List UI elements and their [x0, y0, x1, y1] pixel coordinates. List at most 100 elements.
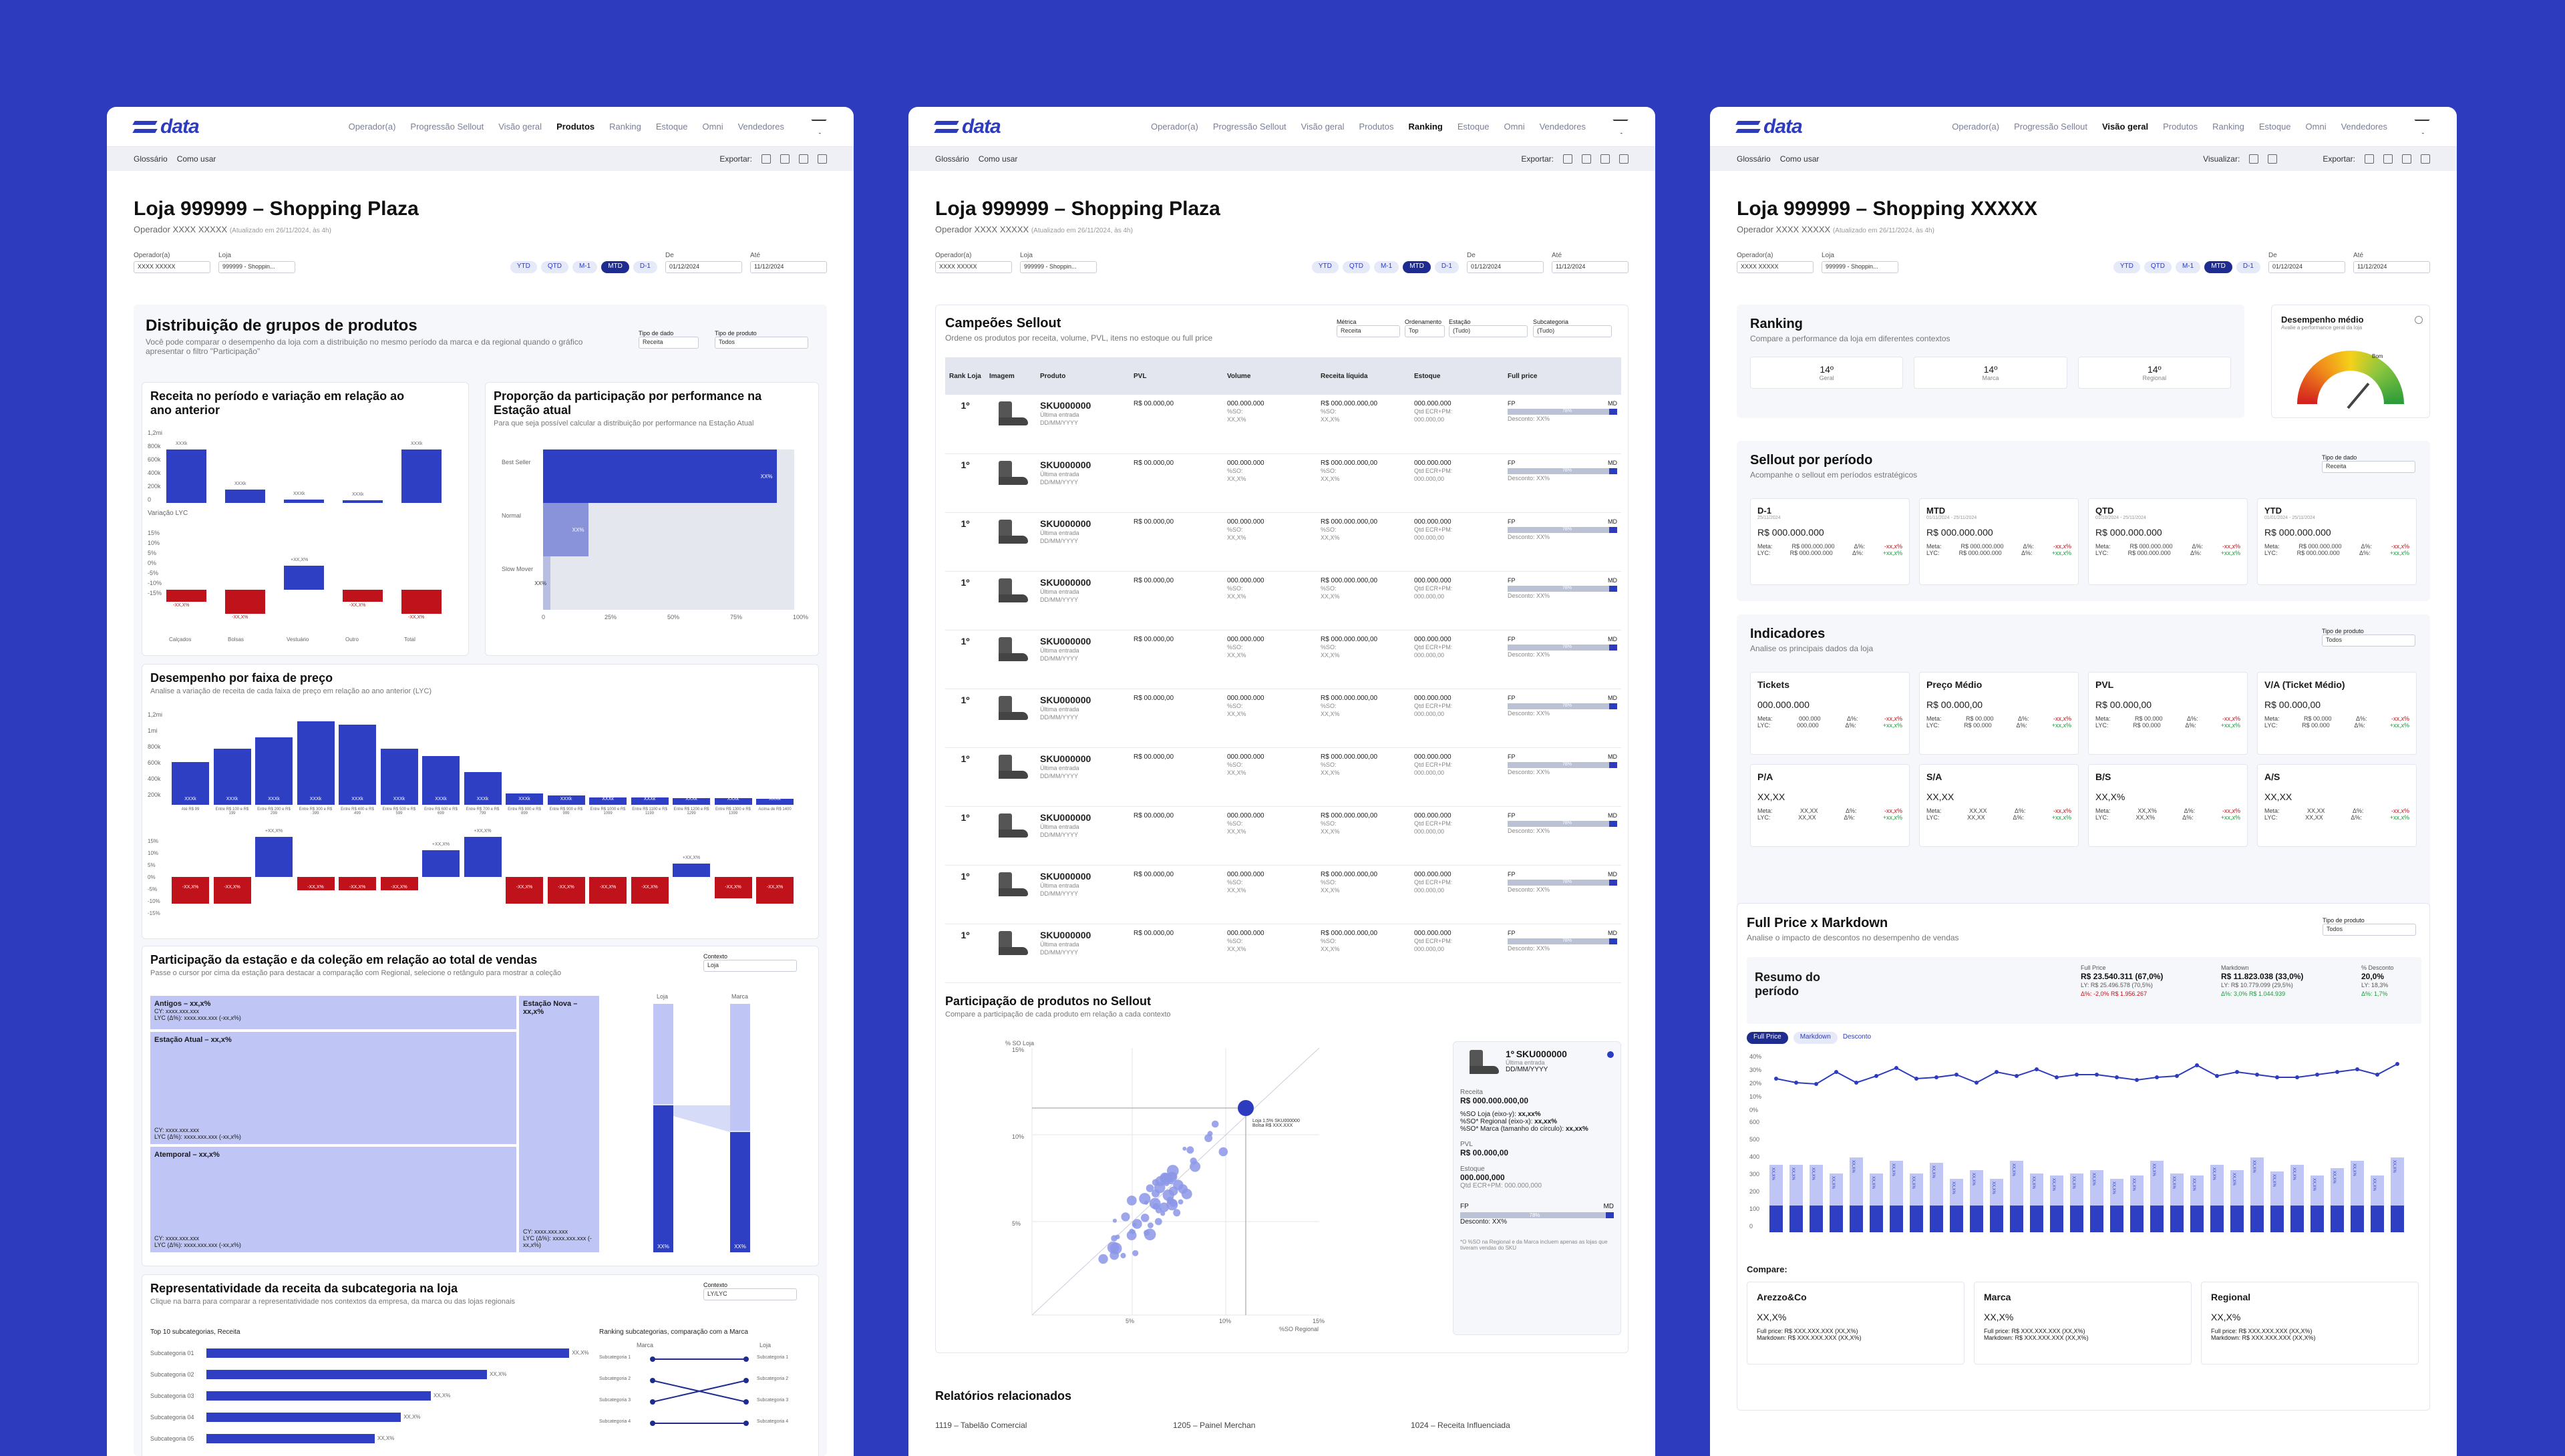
sellout-tipo-select[interactable]: Receita: [2322, 461, 2415, 473]
nav-operador[interactable]: Operador(a): [1151, 122, 1198, 132]
logo[interactable]: data: [1737, 116, 1803, 138]
faixa-bar[interactable]: [714, 798, 752, 805]
faixa-var-neg[interactable]: [756, 877, 794, 904]
fpmk-bar-fp[interactable]: [2150, 1161, 2164, 1206]
nav-progressao[interactable]: Progressão Sellout: [410, 122, 484, 132]
nav-produtos[interactable]: Produtos: [1359, 122, 1394, 132]
faixa-bar[interactable]: [506, 793, 543, 805]
nav-ranking[interactable]: Ranking: [1408, 122, 1443, 132]
fpmk-bar-md[interactable]: [2190, 1206, 2204, 1232]
faixa-bar[interactable]: [547, 795, 585, 805]
faixa-bar[interactable]: [631, 797, 669, 805]
export-data-icon[interactable]: [799, 154, 808, 164]
fpmk-bar-md[interactable]: [2270, 1206, 2284, 1232]
logo[interactable]: data: [134, 116, 200, 138]
receita-bar[interactable]: [401, 449, 442, 503]
export-pdf-icon[interactable]: [1563, 154, 1572, 164]
row-sku[interactable]: SKU000000: [1040, 459, 1091, 470]
fpmk-bar-md[interactable]: [2030, 1206, 2043, 1232]
view-table-icon[interactable]: [2268, 154, 2278, 164]
nav-omni[interactable]: Omni: [1504, 122, 1525, 132]
faixa-var-neg[interactable]: [213, 877, 251, 904]
fpmk-bar-fp[interactable]: [2130, 1175, 2144, 1206]
fpmk-bar-fp[interactable]: [2030, 1173, 2043, 1206]
fpmk-bar-fp[interactable]: [2270, 1171, 2284, 1206]
fpmk-bar-fp[interactable]: [2050, 1175, 2063, 1206]
estacao-select[interactable]: (Tudo): [1449, 325, 1528, 337]
pill-mtd[interactable]: MTD: [601, 261, 629, 273]
filter-icon[interactable]: [1612, 119, 1629, 134]
table-row[interactable]: 1º SKU000000 Última entrada DD/MM/YYYY R$ 00…: [945, 924, 1621, 983]
repr-bar[interactable]: [206, 1413, 401, 1422]
nav-vendedores[interactable]: Vendedores: [737, 122, 784, 132]
var-bar-neg[interactable]: [225, 590, 265, 614]
indicator-card[interactable]: Tickets 000.000.000 Meta: 000.000 Δ%: -xx,x% L…: [1750, 672, 1910, 755]
tab-full-price[interactable]: Full Price: [1747, 1032, 1788, 1044]
fpmk-bar-fp[interactable]: [1789, 1164, 1803, 1206]
fpmk-bar-fp[interactable]: [2010, 1161, 2023, 1206]
th-receita[interactable]: Receita líquida: [1317, 357, 1410, 395]
faixa-bar[interactable]: [380, 749, 418, 805]
nav-estoque[interactable]: Estoque: [2258, 122, 2291, 132]
tipo-produto-select[interactable]: Todos: [715, 337, 808, 349]
row-sku[interactable]: SKU000000: [1040, 811, 1091, 823]
indicator-card[interactable]: Preço Médio R$ 00.000,00 Meta: R$ 00.000 Δ%:…: [1919, 672, 2079, 755]
nav-produtos[interactable]: Produtos: [2163, 122, 2198, 132]
fpmk-tipo-select[interactable]: Todos: [2323, 924, 2416, 936]
export-excel-icon[interactable]: [2421, 154, 2430, 164]
faixa-var-neg[interactable]: [380, 877, 418, 890]
faixa-bar[interactable]: [255, 737, 293, 805]
row-sku[interactable]: SKU000000: [1040, 576, 1091, 588]
pill-d1[interactable]: D-1: [2236, 261, 2260, 273]
fpmk-bar-fp[interactable]: [2290, 1164, 2304, 1206]
pill-m1[interactable]: M-1: [1373, 261, 1399, 273]
row-sku[interactable]: SKU000000: [1040, 635, 1091, 647]
row-sku[interactable]: SKU000000: [1040, 518, 1091, 529]
fpmk-bar-fp[interactable]: [1990, 1179, 2003, 1206]
faixa-var-pos[interactable]: [422, 850, 460, 877]
faixa-bar[interactable]: [172, 762, 209, 805]
sellout-card[interactable]: D-1 25/11/2024 R$ 000.000.000 Meta: R$ 000.0…: [1750, 498, 1910, 585]
table-row[interactable]: 1º SKU000000 Última entrada DD/MM/YYYY R$ 00…: [945, 453, 1621, 513]
pill-qtd[interactable]: QTD: [2144, 261, 2172, 273]
pill-mtd[interactable]: MTD: [2204, 261, 2232, 273]
export-pdf-icon[interactable]: [2365, 154, 2374, 164]
row-sku[interactable]: SKU000000: [1040, 694, 1091, 705]
var-bar-neg[interactable]: [343, 590, 383, 602]
nav-visao-geral[interactable]: Visão geral: [2101, 122, 2149, 132]
metrica-select[interactable]: Receita: [1337, 325, 1400, 337]
operador-select[interactable]: XXXX XXXXX: [134, 261, 210, 273]
th-pvl[interactable]: PVL: [1130, 357, 1223, 395]
ind-tipo-select[interactable]: Todos: [2322, 634, 2415, 647]
operador-select[interactable]: XXXX XXXXX: [935, 261, 1012, 273]
indicator-card[interactable]: V/A (Ticket Médio) R$ 00.000,00 Meta: R$ 00…: [2257, 672, 2417, 755]
loja-select[interactable]: 999999 - Shoppin...: [218, 261, 295, 273]
loja-select[interactable]: 999999 - Shoppin...: [1822, 261, 1898, 273]
nav-vendedores[interactable]: Vendedores: [1539, 122, 1586, 132]
ordenamento-select[interactable]: Top: [1405, 325, 1445, 337]
fpmk-bar-md[interactable]: [2290, 1206, 2304, 1232]
table-row[interactable]: 1º SKU000000 Última entrada DD/MM/YYYY R$ 00…: [945, 865, 1621, 924]
fpmk-bar-md[interactable]: [2250, 1206, 2264, 1232]
fpmk-bar-md[interactable]: [2150, 1206, 2164, 1232]
sellout-card[interactable]: MTD 01/11/2024 - 25/11/2024 R$ 000.000.000…: [1919, 498, 2079, 585]
indicator-card[interactable]: S/A XX,XX Meta: XX,XX Δ%: -xx,x% LYC: XX,XX Δ%: +…: [1919, 764, 2079, 847]
receita-bar[interactable]: [343, 500, 383, 503]
fpmk-bar-fp[interactable]: [1970, 1169, 1983, 1206]
fpmk-bar-fp[interactable]: [2391, 1157, 2404, 1206]
fpmk-bar-md[interactable]: [2070, 1206, 2083, 1232]
fpmk-bar-md[interactable]: [1870, 1206, 1883, 1232]
como-usar-link[interactable]: Como usar: [1779, 154, 1820, 164]
compare-card[interactable]: Arezzo&Co XX,X% Full price: R$ XXX.XXX.XXX…: [1747, 1282, 1964, 1364]
nav-operador[interactable]: Operador(a): [1952, 122, 2000, 132]
fpmk-bar-fp[interactable]: [1830, 1173, 1843, 1206]
fpmk-bar-fp[interactable]: [2351, 1161, 2364, 1206]
nav-progressao[interactable]: Progressão Sellout: [2014, 122, 2087, 132]
de-date-input[interactable]: 01/12/2024: [1467, 261, 1544, 273]
faixa-var-pos[interactable]: [673, 864, 710, 877]
row-sku[interactable]: SKU000000: [1040, 870, 1091, 882]
th-full-price[interactable]: Full price: [1504, 357, 1621, 395]
nav-omni[interactable]: Omni: [702, 122, 723, 132]
table-row[interactable]: 1º SKU000000 Última entrada DD/MM/YYYY R$ 00…: [945, 571, 1621, 630]
subcat-select[interactable]: (Tudo): [1533, 325, 1612, 337]
